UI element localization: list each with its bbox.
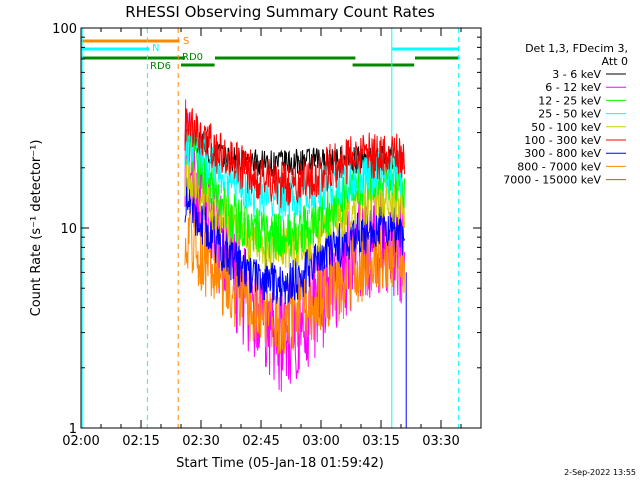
flag-label-s: S <box>183 36 189 47</box>
flag-label-rd6: RD6 <box>150 61 171 72</box>
x-axis-label: Start Time (05-Jan-18 01:59:42) <box>176 456 384 471</box>
legend-header-line-1: Det 1,3, FDecim 3, <box>525 42 628 55</box>
y-tick-label: 10 <box>60 222 77 237</box>
y-axis-label: Count Rate (s⁻¹ detector⁻¹) <box>29 140 44 317</box>
series-12-25kev <box>184 128 405 260</box>
x-tick-label: 03:30 <box>422 434 459 449</box>
x-tick-label: 03:00 <box>302 434 339 449</box>
legend-entry-label: 7000 - 15000 keV <box>503 174 601 187</box>
x-tick-label: 02:15 <box>122 434 159 449</box>
x-tick-label: 02:00 <box>62 434 99 449</box>
x-tick-label: 02:45 <box>242 434 279 449</box>
flag-bars: S N RD0 RD6 <box>81 36 460 72</box>
legend-entry-label: 12 - 25 keV <box>538 94 601 107</box>
series-100-300kev <box>184 107 405 209</box>
x-tick-label: 03:15 <box>362 434 399 449</box>
flag-label-n: N <box>152 43 159 54</box>
series-group <box>184 99 407 428</box>
y-tick-label: 1 <box>69 422 77 437</box>
legend-entry-label: 6 - 12 keV <box>545 81 601 94</box>
x-tick-label: 02:30 <box>182 434 219 449</box>
legend-entry-label: 25 - 50 keV <box>538 108 601 121</box>
series-300-800kev <box>184 177 405 306</box>
legend-header-line-2: Att 0 <box>602 55 628 68</box>
legend-entry-label: 100 - 300 keV <box>524 134 601 147</box>
legend-entry-label: 3 - 6 keV <box>552 68 601 81</box>
series-25-50kev <box>184 120 405 221</box>
y-tick-label: 100 <box>52 22 77 37</box>
chart-title: RHESSI Observing Summary Count Rates <box>125 3 435 21</box>
axes: 02:00 02:15 02:30 02:45 03:00 03:15 03:30 1 10 10… <box>52 22 482 449</box>
legend-entry-label: 800 - 7000 keV <box>517 160 601 173</box>
legend-entry-label: 50 - 100 keV <box>531 121 601 134</box>
flag-label-rd0: RD0 <box>182 52 203 63</box>
footer-timestamp: 2-Sep-2022 13:55 <box>564 468 636 477</box>
legend-entry-label: 300 - 800 keV <box>524 147 601 160</box>
